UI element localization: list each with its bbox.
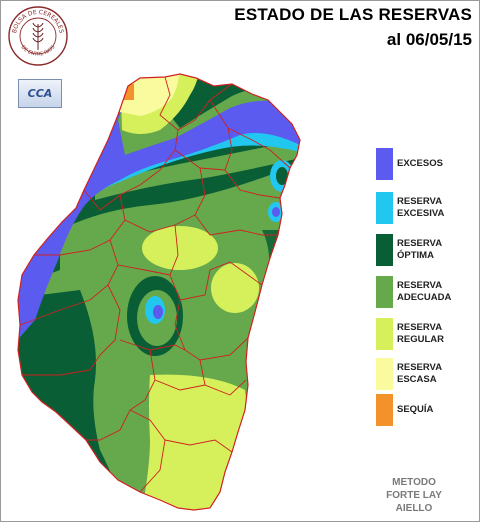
- map-date: al 06/05/15: [386, 30, 472, 49]
- legend-label-line1: RESERVA: [397, 280, 443, 291]
- zone-regular-south: [140, 374, 260, 510]
- zone-excesos-center: [153, 305, 163, 319]
- legend-label-line1: RESERVA: [397, 362, 443, 373]
- zone-sequia-north: [120, 84, 134, 100]
- method-line2: FORTE LAY: [386, 490, 442, 501]
- legend-label-line2: REGULAR: [397, 334, 444, 345]
- legend-label-line1: RESERVA: [397, 196, 443, 207]
- legend-swatch-reserva-escasa: [376, 358, 393, 390]
- legend-item-reserva-optima: RESERVA ÓPTIMA: [376, 234, 476, 266]
- legend-label-line1: RESERVA: [397, 238, 443, 249]
- zone-escasa-north: [120, 74, 180, 116]
- zone-regular-east: [211, 263, 259, 313]
- legend-item-reserva-escasa: RESERVA ESCASA: [376, 358, 476, 390]
- legend-label-line2: ÓPTIMA: [397, 250, 434, 261]
- legend-swatch-sequia: [376, 394, 393, 426]
- method-line3: AIELLO: [395, 503, 433, 514]
- legend-swatch-excesos: [376, 148, 393, 180]
- legend-item-reserva-regular: RESERVA REGULAR: [376, 318, 476, 350]
- legend-label-sequia: SEQUÍA: [397, 404, 434, 415]
- legend-swatch-reserva-adecuada: [376, 276, 393, 308]
- department-boundaries: [19, 76, 291, 493]
- legend-label-line2: EXCESIVA: [397, 208, 445, 219]
- legend-item-reserva-adecuada: RESERVA ADECUADA: [376, 276, 476, 308]
- legend-label-line2: ADECUADA: [397, 292, 452, 303]
- wheat-icon: [32, 22, 44, 50]
- legend-swatch-reserva-optima: [376, 234, 393, 266]
- cca-badge-logo: CCA: [18, 79, 62, 108]
- legend-item-sequia: SEQUÍA: [376, 394, 476, 426]
- legend-label-line2: ESCASA: [397, 374, 437, 385]
- zone-regular-center: [142, 226, 218, 270]
- legend-item-excesos: EXCESOS: [376, 148, 476, 180]
- legend-label-line1: RESERVA: [397, 322, 443, 333]
- map-title: ESTADO DE LAS RESERVAS: [234, 5, 472, 24]
- method-line1: METODO: [392, 477, 436, 488]
- legend-item-reserva-excesiva: RESERVA EXCESIVA: [376, 192, 476, 224]
- method-credit: METODO FORTE LAY AIELLO: [378, 476, 450, 515]
- legend-swatch-reserva-regular: [376, 318, 393, 350]
- province-outline: [17, 73, 301, 511]
- legend-swatch-reserva-excesiva: [376, 192, 393, 224]
- legend-label-excesos: EXCESOS: [397, 158, 443, 169]
- bolsa-cereales-seal-logo: BOLSA DE CEREALES DE ENTRE RIOS: [8, 6, 68, 66]
